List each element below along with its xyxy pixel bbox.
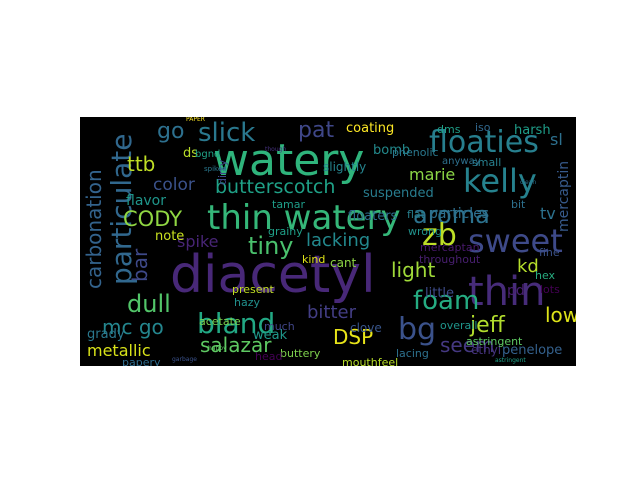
cloud-word: aroma xyxy=(413,201,490,229)
cloud-word: bg xyxy=(398,312,437,347)
cloud-word: happy xyxy=(208,345,227,352)
cloud-word: foam xyxy=(413,286,480,316)
cloud-word: low xyxy=(545,303,576,327)
cloud-word: wrong xyxy=(408,225,442,238)
cloud-word: hex xyxy=(535,269,556,282)
cloud-word: mercaptan xyxy=(420,241,480,254)
word-cloud: watery diacetyl thin watery sweet thin p… xyxy=(80,117,576,366)
cloud-word: pat xyxy=(298,118,335,143)
cloud-word: bar xyxy=(128,248,152,282)
cloud-word: flat xyxy=(407,208,425,221)
cloud-word: bland xyxy=(197,307,276,340)
cloud-word: harsh xyxy=(514,123,551,138)
cloud-word: throughout xyxy=(419,253,481,266)
cloud-word: bitter xyxy=(307,302,357,323)
cloud-word: butterscotch xyxy=(215,176,336,198)
cloud-word: mercaptin xyxy=(556,160,572,232)
cloud-word: slick xyxy=(198,118,256,148)
cloud-word: cant xyxy=(330,256,357,270)
cloud-word: pd xyxy=(507,283,525,299)
cloud-word: sl xyxy=(550,130,563,149)
cloud-word: spiked xyxy=(204,165,227,173)
cloud-word: particles xyxy=(429,206,490,222)
cloud-word: anyway xyxy=(442,156,481,167)
cloud-word: little xyxy=(425,286,455,301)
cloud-word: note xyxy=(155,229,185,244)
cloud-word: tv xyxy=(540,204,556,223)
cloud-word: ethyl xyxy=(471,343,502,357)
cloud-word: seem xyxy=(440,333,495,357)
cloud-word: weak xyxy=(253,328,288,343)
cloud-word: suspended xyxy=(363,186,434,201)
cloud-word: garbage xyxy=(172,356,197,363)
cloud-word: go xyxy=(157,119,185,144)
cloud-word: iso xyxy=(475,121,491,134)
cloud-word: acetate xyxy=(199,315,241,328)
cloud-word: ttb xyxy=(127,152,156,176)
cloud-word: flavor xyxy=(126,193,167,209)
cloud-word: bgnd xyxy=(195,149,221,160)
cloud-word: present xyxy=(232,283,274,296)
cloud-word: light xyxy=(391,258,436,282)
cloud-word: mouthfeel xyxy=(342,356,399,366)
cloud-word: dms xyxy=(437,123,461,136)
cloud-word: penelope xyxy=(502,343,563,358)
cloud-word: jeff xyxy=(470,313,505,338)
cloud-word: hazy xyxy=(234,296,260,309)
cloud-word: mc go xyxy=(102,315,164,339)
cloud-word: watery xyxy=(213,135,365,186)
cloud-word: lacking xyxy=(306,230,371,251)
cloud-word: tiny xyxy=(248,232,294,260)
cloud-word: fine xyxy=(539,246,560,259)
cloud-word: much xyxy=(264,320,295,333)
cloud-word: DSP xyxy=(333,325,374,349)
cloud-word: floaters xyxy=(348,209,398,224)
cloud-word: salazar xyxy=(200,333,272,357)
cloud-word: zb xyxy=(422,218,457,253)
cloud-word: kelly xyxy=(463,162,537,200)
cloud-word: isoamyl xyxy=(308,365,351,366)
cloud-word: tamar xyxy=(272,198,306,211)
cloud-word: kind xyxy=(302,253,326,266)
cloud-word: small xyxy=(472,156,502,169)
cloud-word: lacing xyxy=(396,347,429,360)
cloud-word: bomb xyxy=(373,143,411,158)
cloud-word: phenolic xyxy=(392,146,439,159)
cloud-word: floaties xyxy=(429,125,539,160)
cloud-word: slightly xyxy=(323,160,367,174)
cloud-word: PAPER xyxy=(186,117,205,123)
cloud-word: marie xyxy=(409,165,456,184)
cloud-word: spike xyxy=(177,232,219,251)
cloud-word: astringent xyxy=(495,357,526,364)
cloud-word: buttery xyxy=(280,347,321,360)
cloud-word: dull xyxy=(127,290,171,318)
cloud-word: bit xyxy=(511,198,526,211)
cloud-word: ds xyxy=(183,146,199,161)
cloud-word: grainy xyxy=(268,225,303,238)
cloud-word: clove xyxy=(350,321,382,335)
cloud-word: carbonation xyxy=(82,169,106,289)
cloud-word: coating xyxy=(346,121,395,136)
cloud-word: grady xyxy=(87,327,125,342)
cloud-word: thin watery xyxy=(207,198,401,238)
cloud-word: metallic xyxy=(87,341,151,360)
cloud-word: thin xyxy=(468,269,546,315)
cloud-word: though xyxy=(265,146,287,153)
cloud-word: lots xyxy=(540,283,560,296)
cloud-word: overall xyxy=(440,319,478,332)
cloud-word: papery xyxy=(122,356,161,366)
cloud-word: kd xyxy=(517,256,539,277)
cloud-word: color xyxy=(153,175,195,195)
cloud-word: diacetyl xyxy=(170,245,376,305)
cloud-word: head xyxy=(255,350,283,363)
cloud-word: clean xyxy=(520,179,537,186)
cloud-word: CODY xyxy=(123,207,183,231)
cloud-word: sweet xyxy=(468,222,563,260)
cloud-word: astringent xyxy=(466,335,523,348)
